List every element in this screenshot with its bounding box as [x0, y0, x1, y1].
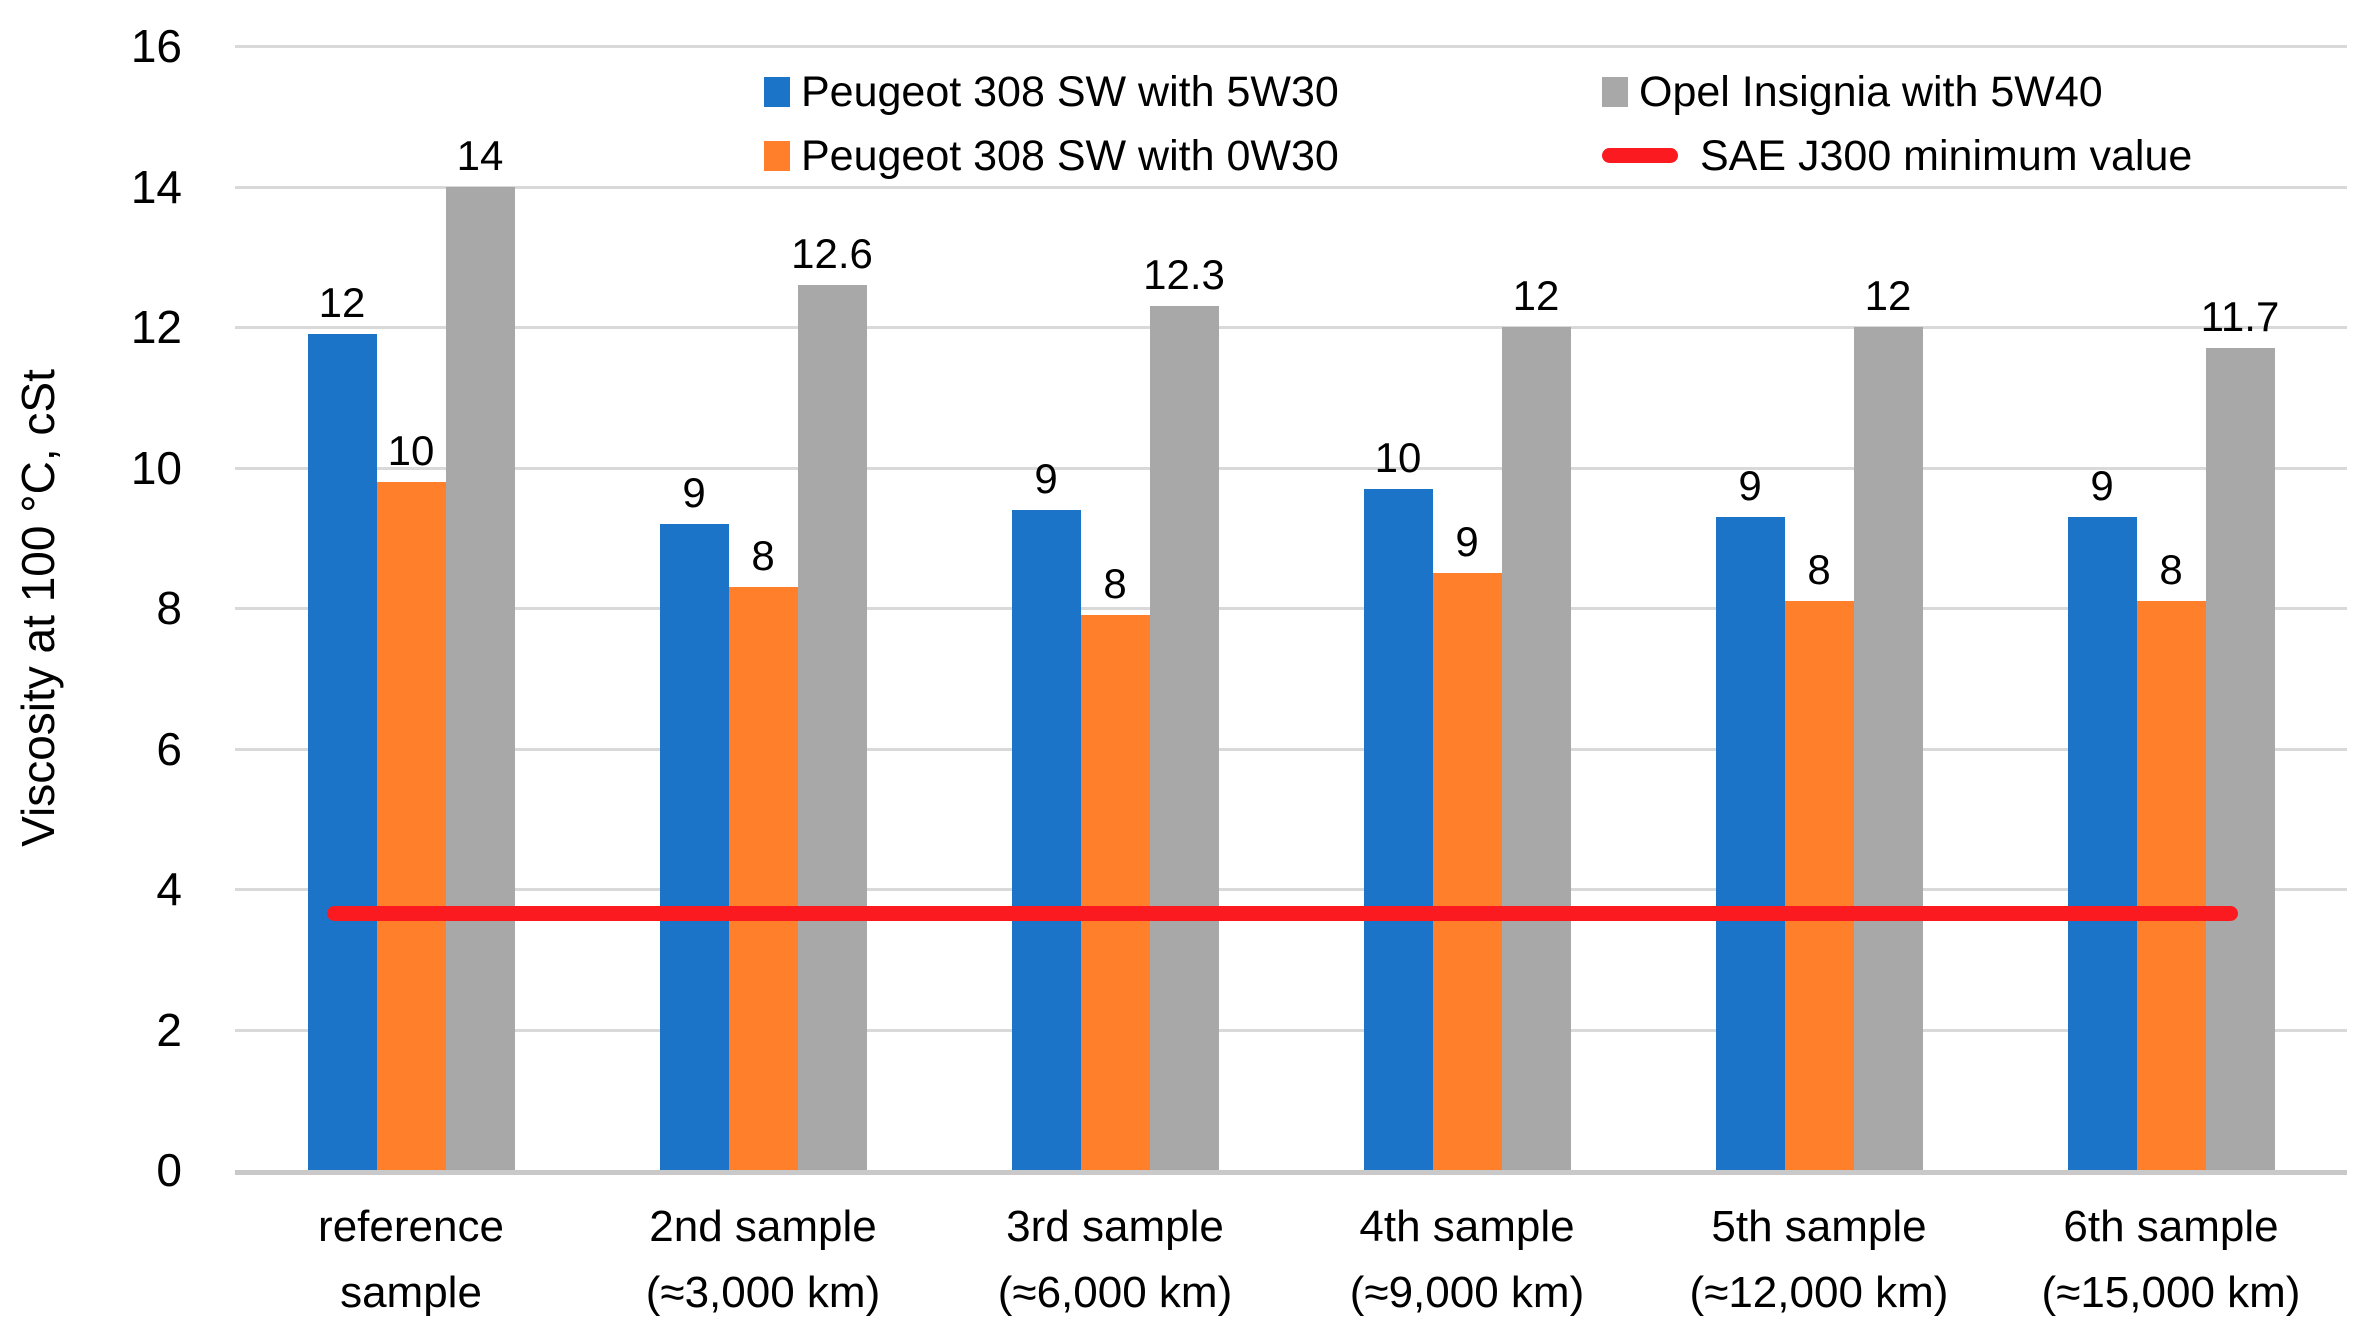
bar-value-label: 12.6 — [791, 229, 873, 277]
x-category-label-line: (≈6,000 km) — [997, 1268, 1233, 1317]
y-tick-label: 14 — [130, 160, 182, 213]
legend-swatch-peugeot-0w30 — [764, 141, 790, 171]
legend-label-sae-minimum: SAE J300 minimum value — [1700, 132, 2193, 180]
x-axis-line — [235, 1170, 2347, 1175]
bar-value-label: 11.7 — [2200, 293, 2280, 341]
x-category-label-line: (≈3,000 km) — [645, 1268, 881, 1317]
y-tick-label: 12 — [130, 301, 182, 353]
x-category-label: 2nd sample (≈3,000 km) — [646, 1194, 880, 1326]
x-category-label: 3rd sample (≈6,000 km) — [998, 1194, 1232, 1326]
bar-opel-5w40 — [1149, 305, 1219, 1170]
gridline — [235, 607, 2347, 610]
bar-peugeot-5w30 — [1363, 488, 1433, 1170]
bar-peugeot-5w30 — [659, 523, 729, 1170]
legend-label-opel-5w40: Opel Insignia with 5W40 — [1639, 68, 2103, 116]
y-tick-label: 6 — [156, 722, 182, 775]
legend-line-marker-sae-minimum — [1602, 148, 1678, 163]
bar-value-label: 12 — [1512, 272, 1560, 319]
bar-value-label: 10 — [1374, 433, 1422, 481]
bar-value-label: 9 — [1738, 461, 1762, 509]
gridline — [235, 45, 2347, 48]
y-tick-label: 0 — [156, 1144, 182, 1196]
x-category-label-line: 6th sample — [2063, 1202, 2279, 1251]
gridline — [235, 1028, 2347, 1032]
bar-value-label: 8 — [751, 531, 775, 579]
x-category-label-line: 2nd sample — [649, 1202, 877, 1251]
bar-value-label: 12.3 — [1143, 250, 1225, 298]
bar-peugeot-5w30 — [2067, 516, 2137, 1170]
y-tick-label: 2 — [156, 1003, 182, 1056]
bar-peugeot-5w30 — [1011, 509, 1081, 1170]
bar-value-label: 8 — [1103, 560, 1127, 608]
x-category-label-line: 5th sample — [1711, 1202, 1927, 1251]
x-category-label-line: sample — [340, 1268, 482, 1317]
bar-value-label: 10 — [387, 426, 435, 474]
bar-peugeot-0w30 — [1784, 600, 1854, 1170]
x-category-label-line: (≈9,000 km) — [1349, 1268, 1585, 1317]
sae-minimum-line — [327, 905, 2238, 921]
x-category-label: 6th sample (≈15,000 km) — [2042, 1194, 2301, 1326]
bar-opel-5w40 — [445, 186, 515, 1170]
gridline — [235, 747, 2347, 751]
bar-opel-5w40 — [797, 284, 867, 1170]
legend-swatch-peugeot-5w30 — [764, 77, 790, 107]
bar-value-label: 9 — [682, 468, 706, 516]
bar-peugeot-0w30 — [2136, 600, 2206, 1170]
x-category-label: 5th sample (≈12,000 km) — [1690, 1194, 1949, 1326]
bar-opel-5w40 — [2205, 348, 2275, 1170]
bar-opel-5w40 — [1853, 327, 1923, 1170]
bar-value-label: 9 — [1034, 454, 1058, 502]
x-category-label-line: 4th sample — [1359, 1202, 1575, 1251]
bar-value-label: 12 — [318, 279, 366, 327]
gridline — [235, 888, 2347, 891]
bar-peugeot-5w30 — [307, 334, 377, 1170]
bar-peugeot-0w30 — [728, 586, 798, 1170]
x-category-label-line: 3rd sample — [1006, 1202, 1224, 1251]
y-tick-label: 16 — [130, 20, 182, 72]
y-tick-label: 10 — [130, 441, 182, 494]
gridline — [235, 466, 2347, 470]
x-category-label-line: (≈12,000 km) — [1689, 1268, 1949, 1317]
bar-peugeot-0w30 — [1432, 572, 1502, 1170]
x-category-label: reference sample — [318, 1194, 504, 1326]
bar-value-label: 8 — [1807, 545, 1831, 593]
gridline — [235, 185, 2347, 189]
legend-label-peugeot-5w30: Peugeot 308 SW with 5W30 — [801, 68, 1339, 116]
x-category-label-line: (≈15,000 km) — [2041, 1268, 2301, 1317]
gridline — [235, 326, 2347, 329]
y-tick-label: 8 — [156, 582, 182, 634]
bar-value-label: 12 — [1864, 272, 1912, 319]
bar-peugeot-0w30 — [1080, 615, 1150, 1170]
bar-peugeot-5w30 — [1715, 516, 1785, 1170]
bar-value-label: 8 — [2159, 545, 2183, 593]
legend-label-peugeot-0w30: Peugeot 308 SW with 0W30 — [801, 132, 1339, 180]
bar-peugeot-0w30 — [376, 481, 446, 1170]
bar-value-label: 9 — [2090, 461, 2114, 509]
legend-swatch-opel-5w40 — [1602, 77, 1628, 107]
x-category-label-line: reference — [318, 1202, 504, 1251]
bar-value-label: 9 — [1455, 517, 1479, 565]
bar-opel-5w40 — [1501, 327, 1571, 1170]
bar-value-label: 14 — [456, 131, 504, 179]
y-tick-label: 4 — [156, 863, 182, 915]
x-category-label: 4th sample (≈9,000 km) — [1350, 1194, 1584, 1326]
